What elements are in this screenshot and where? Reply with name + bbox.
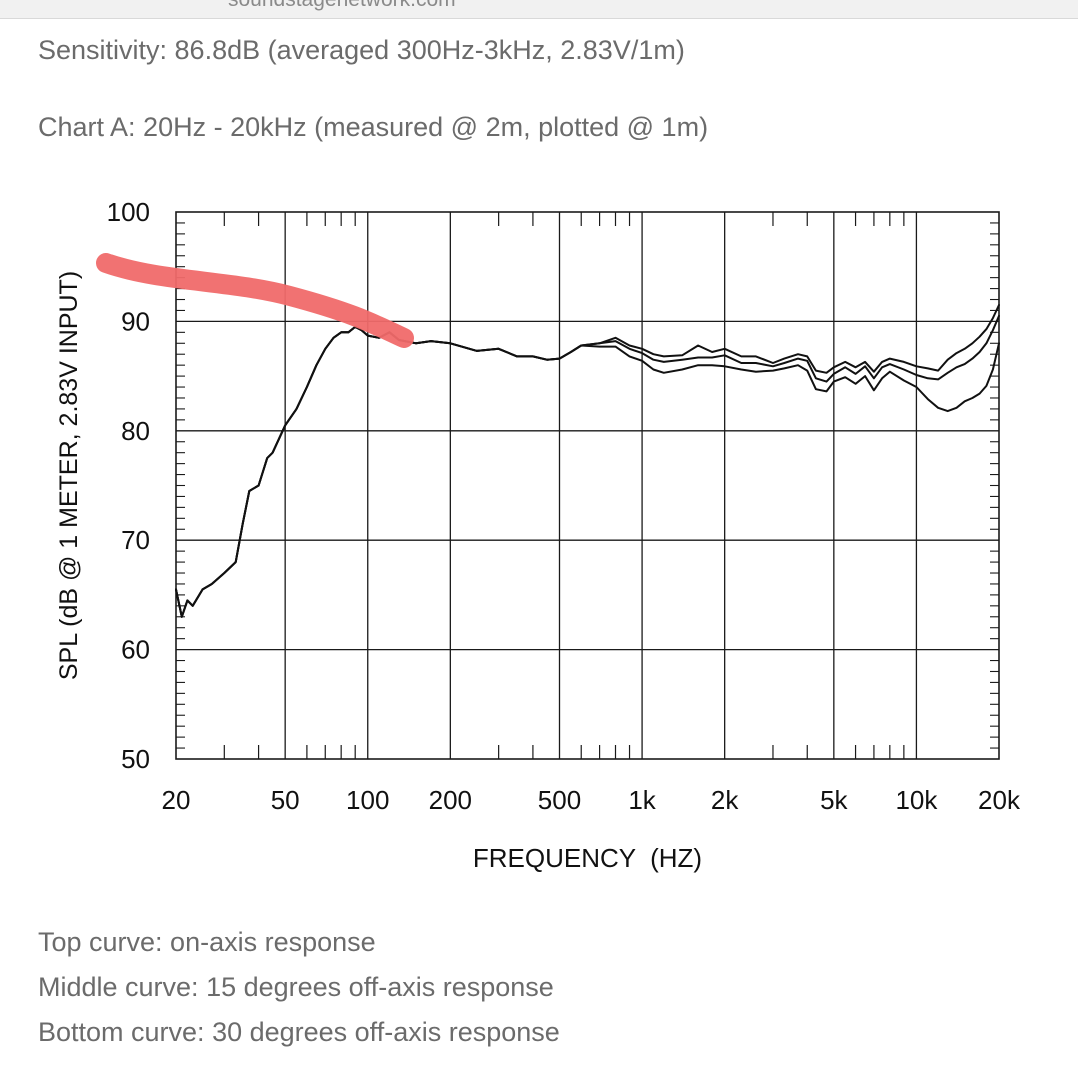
legend-middle-curve: Middle curve: 15 degrees off-axis respon… bbox=[38, 972, 554, 1002]
x-tick-label: 10k bbox=[895, 785, 938, 815]
x-tick-label: 200 bbox=[429, 785, 472, 815]
y-tick-label: 50 bbox=[121, 744, 150, 774]
y-tick-label: 70 bbox=[121, 525, 150, 555]
legend-bottom-curve: Bottom curve: 30 degrees off-axis respon… bbox=[38, 1017, 560, 1047]
series-line-on-axis bbox=[175, 304, 1000, 618]
red-highlight-annotation bbox=[96, 253, 414, 348]
x-tick-label: 100 bbox=[346, 785, 389, 815]
y-axis-label: SPL (dB @ 1 METER, 2.83V INPUT) bbox=[55, 271, 83, 680]
legend-top-curve: Top curve: on-axis response bbox=[38, 927, 376, 957]
x-axis-label: FREQUENCY (HZ) bbox=[473, 843, 702, 873]
x-tick-label: 50 bbox=[271, 785, 300, 815]
y-tick-label: 100 bbox=[107, 197, 150, 227]
x-tick-label: 1k bbox=[628, 785, 656, 815]
series-line-30-degrees-off-axis bbox=[175, 325, 1000, 618]
y-tick-label: 60 bbox=[121, 635, 150, 665]
frequency-response-chart: 100 90 80 70 60 50 20 50 100 200 500 1k 2k 5k 10k 20k FR… bbox=[0, 170, 1078, 900]
x-tick-label: 500 bbox=[538, 785, 581, 815]
series-line-15-degrees-off-axis bbox=[175, 314, 1000, 618]
x-tick-label: 20 bbox=[162, 785, 191, 815]
y-tick-label: 90 bbox=[121, 306, 150, 336]
sensitivity-text: Sensitivity: 86.8dB (averaged 300Hz-3kHz… bbox=[38, 35, 685, 65]
browser-url-bar: soundstagenetwork.com bbox=[0, 0, 1078, 19]
x-tick-label: 20k bbox=[978, 785, 1021, 815]
chart-svg: 100 90 80 70 60 50 20 50 100 200 500 1k 2k 5k 10k 20k FR… bbox=[55, 197, 1021, 873]
chart-caption: Chart A: 20Hz - 20kHz (measured @ 2m, pl… bbox=[38, 112, 709, 142]
url-text: soundstagenetwork.com bbox=[228, 0, 456, 12]
x-tick-label: 2k bbox=[711, 785, 739, 815]
x-tick-label: 5k bbox=[820, 785, 848, 815]
y-tick-label: 80 bbox=[121, 416, 150, 446]
